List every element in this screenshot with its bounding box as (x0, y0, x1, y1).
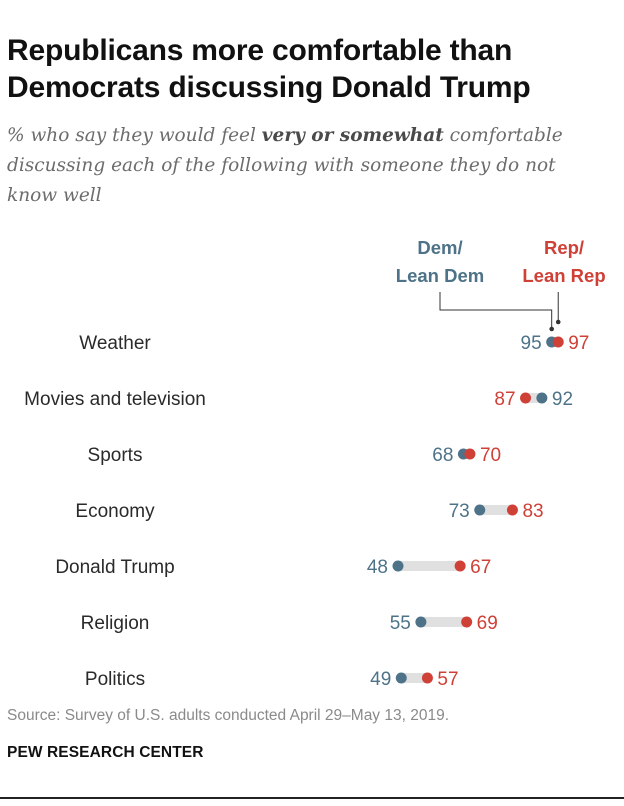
legend-rep-label-line1: Rep/ (544, 237, 584, 258)
gap-bar-movies-and-television (525, 393, 542, 403)
rep-dot-economy (506, 504, 518, 516)
dem-value-label-donald-trump: 48 (367, 557, 388, 578)
category-label-donald-trump: Donald Trump (55, 557, 174, 578)
rep-dot-religion (461, 616, 473, 628)
category-label-economy: Economy (75, 501, 155, 522)
rep-value-label-movies-and-television: 87 (494, 389, 515, 410)
legend-rep-leader-dot (555, 319, 561, 325)
gap-bar-donald-trump (398, 561, 461, 571)
legend-dem-leader-dot (549, 326, 554, 332)
chart-title: Republicans more comfortable than Democr… (7, 34, 531, 104)
legend-dem-label-line2: Lean Dem (396, 265, 484, 286)
dem-value-label-weather: 95 (521, 333, 542, 354)
rep-dot-weather (552, 336, 564, 348)
gap-bar-religion (420, 617, 467, 627)
dem-value-label-religion: 55 (390, 613, 411, 634)
dem-dot-donald-trump (392, 560, 404, 572)
dem-dot-politics (395, 672, 407, 684)
dem-value-label-movies-and-television: 92 (552, 389, 573, 410)
source-note: Source: Survey of U.S. adults conducted … (7, 707, 450, 724)
dem-dot-movies-and-television (536, 392, 548, 404)
bottom-rule (0, 797, 624, 799)
rep-value-label-religion: 69 (477, 613, 498, 634)
subtitle-text-start: % who say they would feel (7, 125, 262, 146)
rep-value-label-politics: 57 (437, 669, 458, 690)
rep-dot-politics (421, 672, 433, 684)
pew-brand-logo: PEW RESEARCH CENTER (7, 744, 204, 761)
rep-value-label-sports: 70 (480, 445, 501, 466)
rep-dot-sports (464, 448, 476, 460)
category-label-weather: Weather (79, 333, 151, 354)
legend-rep-label-line2: Lean Rep (522, 265, 605, 286)
rep-value-label-economy: 83 (522, 501, 543, 522)
legend-dem-leader-line (439, 292, 553, 329)
subtitle-text-end: comfortable discussing each of the follo… (7, 125, 563, 206)
rep-value-label-donald-trump: 67 (470, 557, 491, 578)
gap-bar-economy (479, 505, 513, 515)
category-label-movies-and-television: Movies and television (24, 389, 206, 410)
subtitle-emphasis: very or somewhat (261, 125, 444, 146)
dem-value-label-politics: 49 (370, 669, 391, 690)
dem-value-label-sports: 68 (432, 445, 453, 466)
legend-dem-label-line1: Dem/ (417, 237, 462, 258)
rep-dot-movies-and-television (520, 392, 532, 404)
rep-dot-donald-trump (454, 560, 466, 572)
dem-dot-economy (474, 504, 486, 516)
gap-bar-politics (401, 673, 428, 683)
category-label-politics: Politics (85, 669, 145, 690)
category-label-sports: Sports (88, 445, 143, 466)
dot-plot-chart: Weather 95 97 Movies and television 87 92 Spor… (24, 237, 605, 690)
dem-value-label-economy: 73 (449, 501, 470, 522)
chart-subtitle: % who say they would feel very or somewh… (7, 121, 567, 211)
rep-value-label-weather: 97 (568, 333, 589, 354)
dem-dot-religion (415, 616, 427, 628)
category-label-religion: Religion (81, 613, 150, 634)
